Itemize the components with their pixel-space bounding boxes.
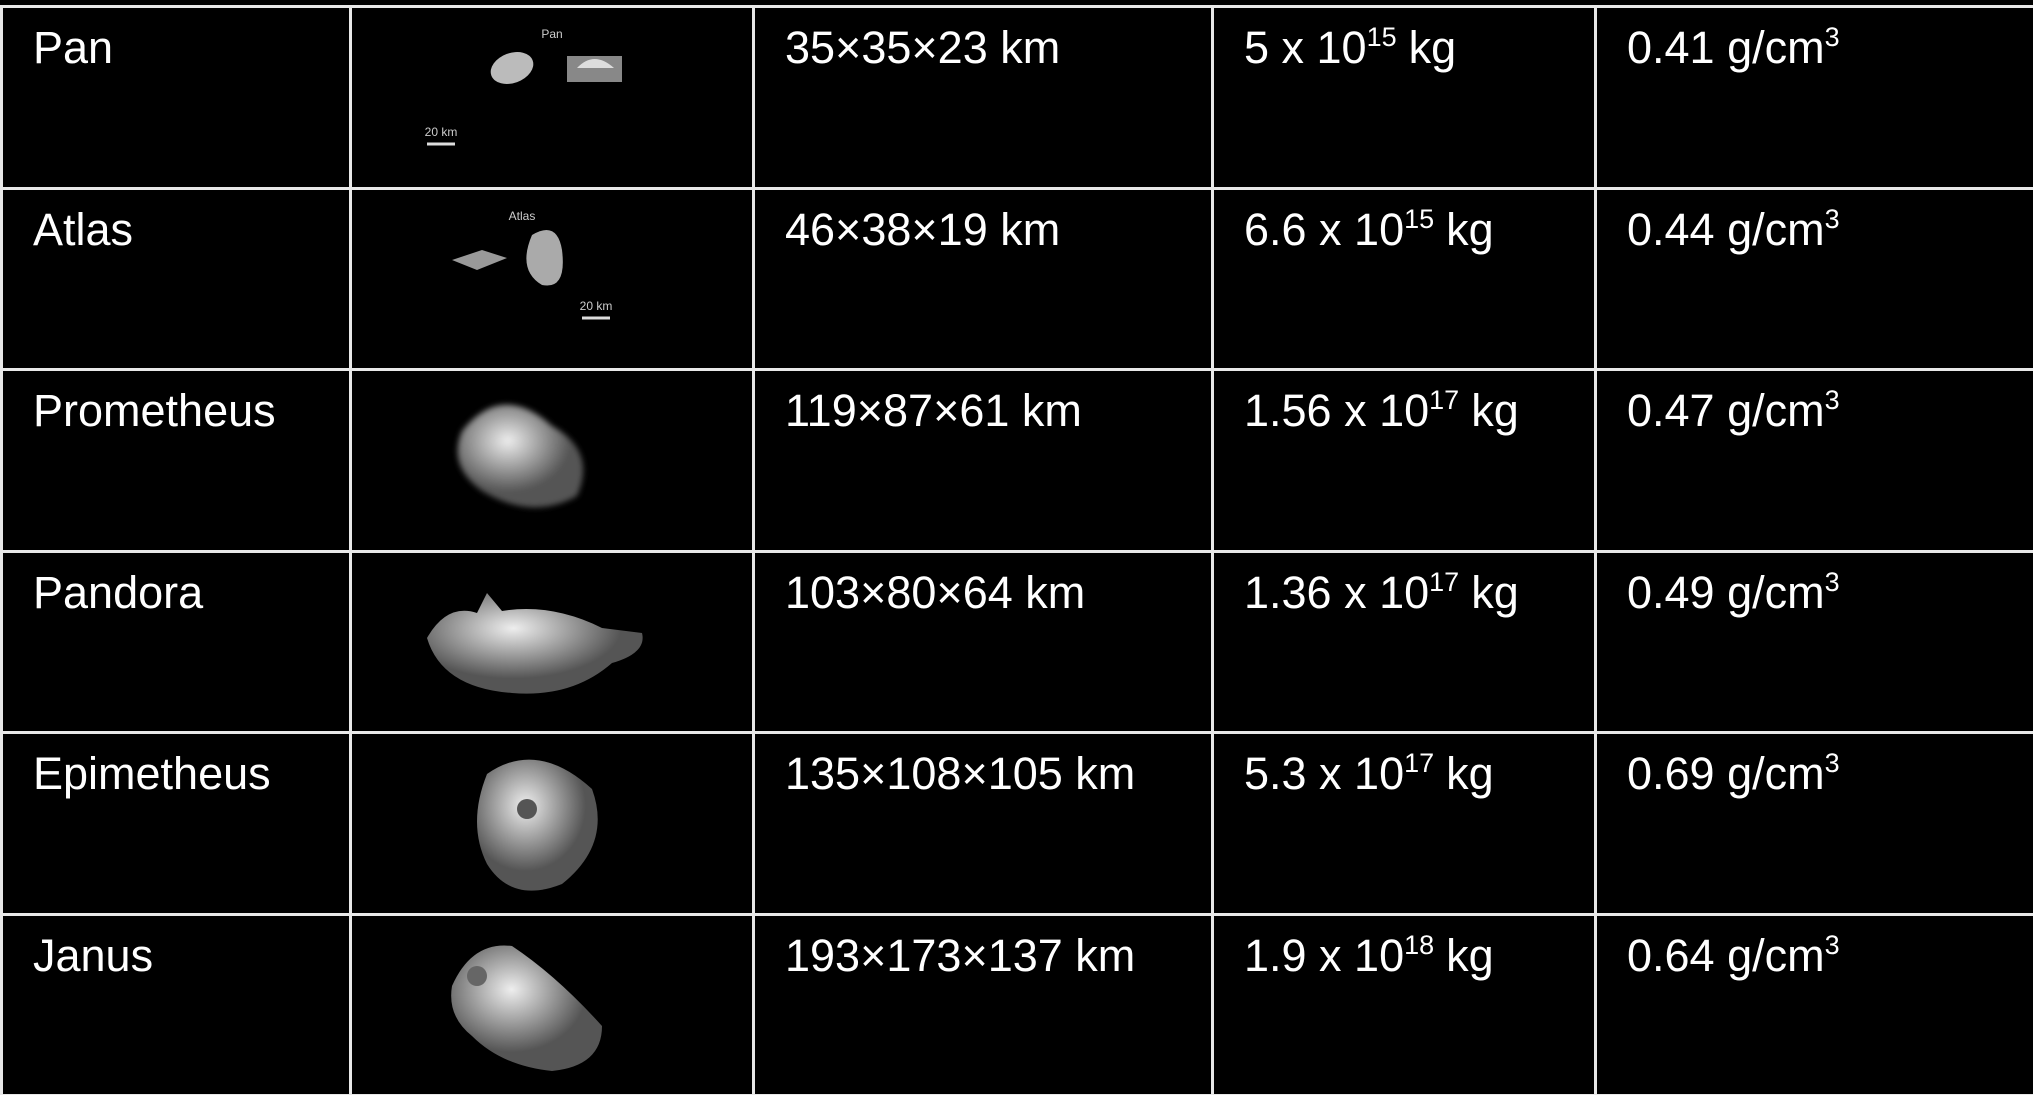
image-scale: 20 km [580, 299, 613, 313]
mass-base: 6.6 x 10 [1244, 203, 1405, 255]
moon-picture [451, 945, 602, 1071]
mass-base: 5 x 10 [1244, 22, 1367, 73]
density-exponent: 3 [1824, 22, 1840, 52]
mass-base: 1.56 x 10 [1244, 385, 1430, 436]
moon-density: 0.69 g/cm3 [1597, 734, 2033, 913]
moon-size: 135×108×105 km [755, 734, 1211, 913]
mass-unit: kg [1446, 929, 1494, 981]
moon-mass: 1.56 x 1017 kg [1214, 371, 1594, 550]
moon-name: Pandora [3, 552, 349, 731]
moon-picture [427, 592, 643, 694]
moon-image: Atlas 20 km [352, 189, 752, 368]
moon-image [352, 915, 752, 1094]
moon-picture: Pan 20 km [425, 27, 622, 146]
density-exponent: 3 [1824, 385, 1840, 415]
moon-image [352, 734, 752, 913]
density-base: 0.41 g/cm [1627, 22, 1825, 73]
density-base: 0.64 g/cm [1627, 929, 1825, 981]
density-base: 0.47 g/cm [1627, 385, 1825, 436]
moon-picture [477, 759, 598, 891]
moon-density: 0.47 g/cm3 [1597, 371, 2033, 550]
mass-exponent: 17 [1429, 385, 1460, 415]
moon-size: 46×38×19 km [755, 189, 1211, 368]
moon-size: 103×80×64 km [755, 552, 1211, 731]
density-exponent: 3 [1824, 566, 1840, 597]
moons-table: Pan Pan 20 km 35×35×23 km 5 x 1015 kg 0.41 g/c… [0, 5, 2033, 1095]
moon-name: Pan [3, 8, 349, 187]
moon-picture [457, 404, 584, 508]
density-base: 0.44 g/cm [1627, 203, 1825, 255]
moon-density: 0.41 g/cm3 [1597, 8, 2033, 187]
moon-size: 193×173×137 km [755, 915, 1211, 1094]
mass-unit: kg [1446, 203, 1494, 255]
moon-image [352, 552, 752, 731]
moon-density: 0.64 g/cm3 [1597, 915, 2033, 1094]
moon-image [352, 371, 752, 550]
density-exponent: 3 [1824, 748, 1840, 778]
moon-mass: 5.3 x 1017 kg [1214, 734, 1594, 913]
mass-exponent: 15 [1366, 22, 1397, 52]
moon-density: 0.49 g/cm3 [1597, 552, 2033, 731]
moon-name: Janus [3, 915, 349, 1094]
image-caption: Pan [541, 27, 562, 41]
moon-name: Prometheus [3, 371, 349, 550]
moon-mass: 1.36 x 1017 kg [1214, 552, 1594, 731]
mass-exponent: 15 [1404, 203, 1435, 234]
mass-unit: kg [1471, 385, 1519, 436]
moon-mass: 1.9 x 1018 kg [1214, 915, 1594, 1094]
image-caption: Atlas [509, 209, 536, 223]
mass-unit: kg [1408, 22, 1457, 73]
density-base: 0.49 g/cm [1627, 566, 1825, 618]
density-base: 0.69 g/cm [1627, 748, 1825, 799]
mass-unit: kg [1471, 566, 1519, 618]
image-scale: 20 km [425, 125, 458, 139]
mass-exponent: 17 [1429, 566, 1460, 597]
moon-size: 119×87×61 km [755, 371, 1211, 550]
moon-name: Epimetheus [3, 734, 349, 913]
mass-base: 1.36 x 10 [1244, 566, 1430, 618]
density-exponent: 3 [1824, 203, 1840, 234]
moon-size: 35×35×23 km [755, 8, 1211, 187]
mass-unit: kg [1446, 748, 1494, 799]
moon-name: Atlas [3, 189, 349, 368]
moon-density: 0.44 g/cm3 [1597, 189, 2033, 368]
mass-base: 1.9 x 10 [1244, 929, 1405, 981]
moon-picture: Atlas 20 km [452, 209, 613, 319]
moon-mass: 6.6 x 1015 kg [1214, 189, 1594, 368]
mass-exponent: 18 [1404, 929, 1435, 960]
mass-base: 5.3 x 10 [1244, 748, 1405, 799]
moon-image: Pan 20 km [352, 8, 752, 187]
density-exponent: 3 [1824, 929, 1840, 960]
mass-exponent: 17 [1404, 748, 1435, 778]
moon-mass: 5 x 1015 kg [1214, 8, 1594, 187]
